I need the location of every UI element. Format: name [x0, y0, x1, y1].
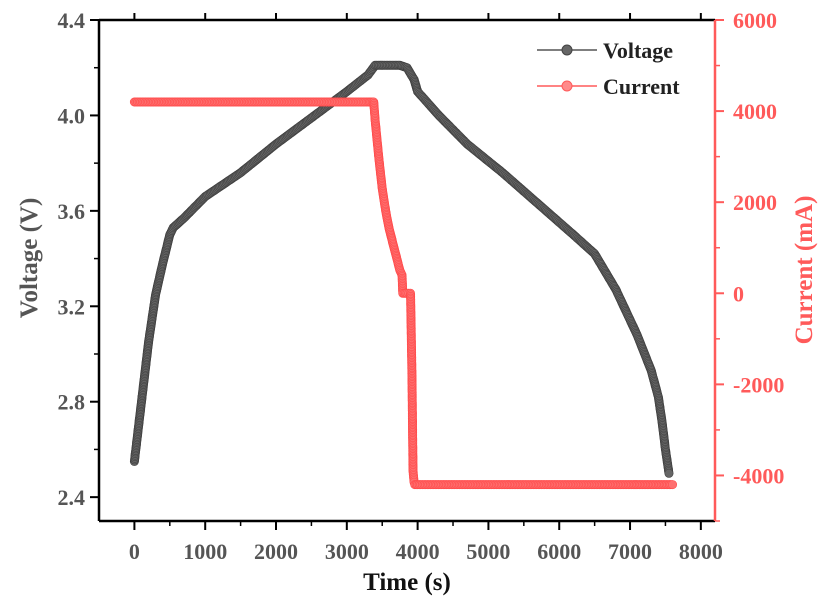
y-right-tick-label: 2000 — [733, 190, 777, 215]
x-tick-label: 0 — [129, 539, 140, 564]
y-left-tick-label: 3.6 — [58, 199, 86, 224]
series-current — [129, 97, 678, 490]
x-tick-label: 2000 — [254, 539, 298, 564]
current-point — [668, 480, 678, 490]
y-left-tick-label: 2.4 — [58, 485, 86, 510]
y-right-tick-label: 4000 — [733, 99, 777, 124]
y-right-tick-label: 6000 — [733, 8, 777, 33]
legend-label-voltage: Voltage — [603, 38, 673, 63]
y-left-tick-label: 3.2 — [58, 294, 86, 319]
legend-marker-voltage — [561, 44, 573, 56]
x-tick-label: 4000 — [396, 539, 440, 564]
legend-label-current: Current — [603, 74, 680, 99]
ticks — [90, 13, 724, 530]
legend-item-voltage: Voltage — [537, 38, 673, 63]
legend-marker-current — [561, 80, 573, 92]
x-tick-label: 8000 — [679, 539, 723, 564]
left-axis-title: Voltage (V) — [16, 198, 43, 319]
x-tick-label: 6000 — [537, 539, 581, 564]
x-tick-label: 5000 — [466, 539, 510, 564]
x-tick-label: 1000 — [183, 539, 227, 564]
y-left-tick-label: 2.8 — [58, 390, 86, 415]
plot-frame — [97, 18, 717, 523]
y-right-tick-label: -2000 — [733, 372, 784, 397]
voltage-point — [664, 468, 674, 478]
y-left-tick-label: 4.0 — [58, 103, 86, 128]
y-left-tick-label: 4.4 — [58, 8, 86, 33]
tick-labels: 0 1000 2000 3000 4000 5000 6000 7000 8000 2.4 2.8 3… — [58, 8, 785, 564]
right-axis-title: Current (mA) — [791, 196, 818, 345]
legend-item-current: Current — [537, 74, 680, 99]
legend: Voltage Current — [537, 38, 680, 99]
y-right-tick-label: 0 — [733, 281, 744, 306]
x-tick-label: 7000 — [608, 539, 652, 564]
series-voltage — [129, 60, 674, 478]
x-tick-label: 3000 — [325, 539, 369, 564]
y-right-tick-label: -4000 — [733, 463, 784, 488]
x-axis-title: Time (s) — [363, 569, 451, 596]
